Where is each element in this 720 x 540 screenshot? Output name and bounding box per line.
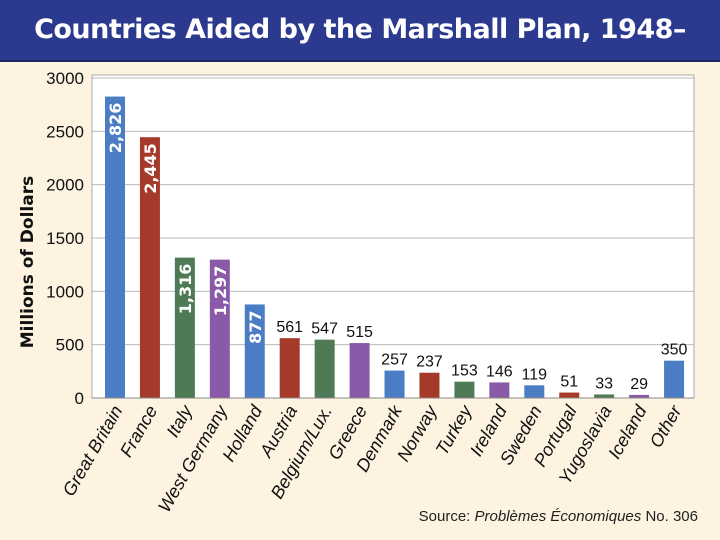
- bar: [419, 372, 440, 398]
- y-tick-label: 3000: [46, 69, 84, 88]
- bar-value-label: 547: [311, 321, 338, 338]
- bar: [594, 394, 615, 398]
- bar: [139, 137, 160, 398]
- y-tick-label: 1500: [46, 229, 84, 248]
- x-tick-label: West Germany: [154, 401, 232, 516]
- source-number: No. 306: [645, 508, 698, 525]
- bar-value-label: 2,445: [141, 143, 160, 194]
- bar: [629, 394, 650, 398]
- bar-value-label: 119: [522, 366, 548, 383]
- bar-value-label: 561: [276, 319, 303, 336]
- y-tick-label: 500: [56, 336, 84, 355]
- bar-value-label: 237: [416, 354, 443, 371]
- bar-value-label: 146: [486, 363, 513, 380]
- y-axis-label: Millions of Dollars: [18, 176, 38, 348]
- y-tick-label: 0: [75, 389, 84, 408]
- bar-value-label: 257: [381, 352, 408, 369]
- bar-value-label: 2,826: [106, 103, 125, 154]
- bar: [314, 339, 335, 398]
- y-tick-label: 1000: [46, 282, 84, 301]
- x-tick-label: Italy: [163, 401, 197, 440]
- bar-value-label: 515: [346, 324, 373, 341]
- bar: [489, 382, 510, 398]
- y-tick-label: 2000: [46, 176, 84, 195]
- source-prefix: Source:: [418, 508, 471, 525]
- bar-value-label: 1,316: [176, 264, 195, 315]
- y-tick-label: 2500: [46, 122, 84, 141]
- bar: [105, 96, 125, 398]
- bar: [664, 360, 685, 398]
- bar: [384, 370, 405, 398]
- bar: [244, 304, 265, 398]
- source-publication: Problèmes Économiques: [474, 508, 642, 525]
- bar: [209, 259, 230, 398]
- bar-value-label: 1,297: [211, 266, 230, 317]
- bar-value-label: 350: [661, 342, 688, 359]
- bar: [559, 392, 580, 398]
- bar: [524, 385, 545, 398]
- title-bar: [0, 0, 720, 62]
- bar-value-label: 29: [630, 376, 648, 393]
- bar: [279, 338, 300, 398]
- source-note: Source: Problèmes Économiques No. 306: [419, 508, 698, 525]
- bar-value-label: 51: [560, 374, 578, 391]
- bar: [349, 343, 370, 398]
- x-tick-label: Other: [646, 401, 686, 451]
- bar: [174, 257, 195, 398]
- bar-value-label: 877: [246, 310, 265, 343]
- bar-value-label: 153: [451, 363, 478, 380]
- bar: [454, 381, 475, 398]
- chart-title: Countries Aided by the Marshall Plan, 19…: [34, 14, 686, 105]
- bar-value-label: 33: [595, 375, 613, 392]
